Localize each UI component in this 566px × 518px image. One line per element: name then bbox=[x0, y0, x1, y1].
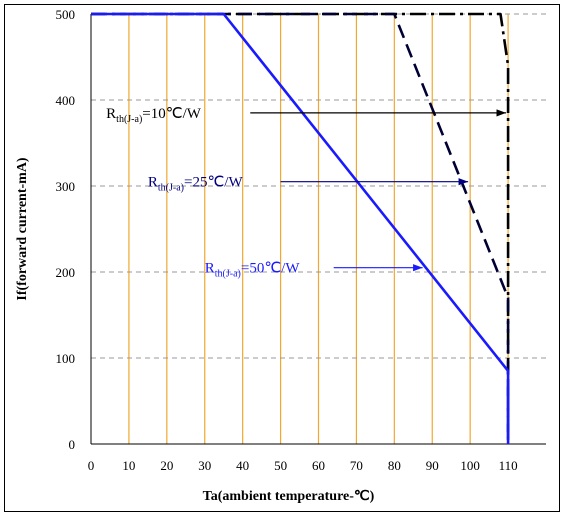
series-lines bbox=[91, 12, 510, 444]
x-tick-label: 20 bbox=[160, 458, 173, 473]
y-tick-label: 300 bbox=[56, 179, 76, 194]
axes bbox=[90, 14, 546, 445]
y-tick-label: 400 bbox=[56, 93, 76, 108]
y-tick-label: 500 bbox=[56, 7, 76, 22]
tick-labels: 0 10 20 30 40 50 60 70 80 90 100 110 0 100 200 300 400 50… bbox=[56, 7, 518, 473]
x-tick-label: 40 bbox=[236, 458, 249, 473]
x-tick-label: 60 bbox=[312, 458, 325, 473]
chart-frame bbox=[4, 4, 560, 512]
y-tick-label: 0 bbox=[69, 437, 76, 452]
x-tick-label: 90 bbox=[426, 458, 439, 473]
series-line-1 bbox=[91, 12, 510, 444]
annotation-label: Rth(J-a)=10℃/W bbox=[106, 106, 202, 125]
y-axis-title: If(forward current-mA) bbox=[15, 157, 30, 301]
y-tick-label: 200 bbox=[56, 265, 76, 280]
x-axis-title: Ta(ambient temperature-℃) bbox=[203, 489, 375, 504]
x-tick-label: 110 bbox=[499, 458, 518, 473]
annotation-label: Rth(J-a)=50℃/W bbox=[205, 261, 301, 280]
x-tick-label: 80 bbox=[388, 458, 401, 473]
x-tick-label: 70 bbox=[350, 458, 363, 473]
x-tick-label: 30 bbox=[198, 458, 211, 473]
x-tick-label: 100 bbox=[460, 458, 480, 473]
annotations: Rth(J-a)=10℃/W Rth(J-a)=25℃/W Rth(J-a)=50℃… bbox=[106, 106, 507, 280]
series-line-2 bbox=[91, 12, 510, 444]
x-tick-label: 50 bbox=[274, 458, 287, 473]
series-line-3 bbox=[91, 12, 510, 444]
y-tick-label: 100 bbox=[56, 351, 76, 366]
x-tick-label: 10 bbox=[122, 458, 135, 473]
annotation-label: Rth(J-a)=25℃/W bbox=[148, 175, 244, 194]
grid bbox=[91, 13, 546, 444]
x-tick-label: 0 bbox=[88, 458, 95, 473]
